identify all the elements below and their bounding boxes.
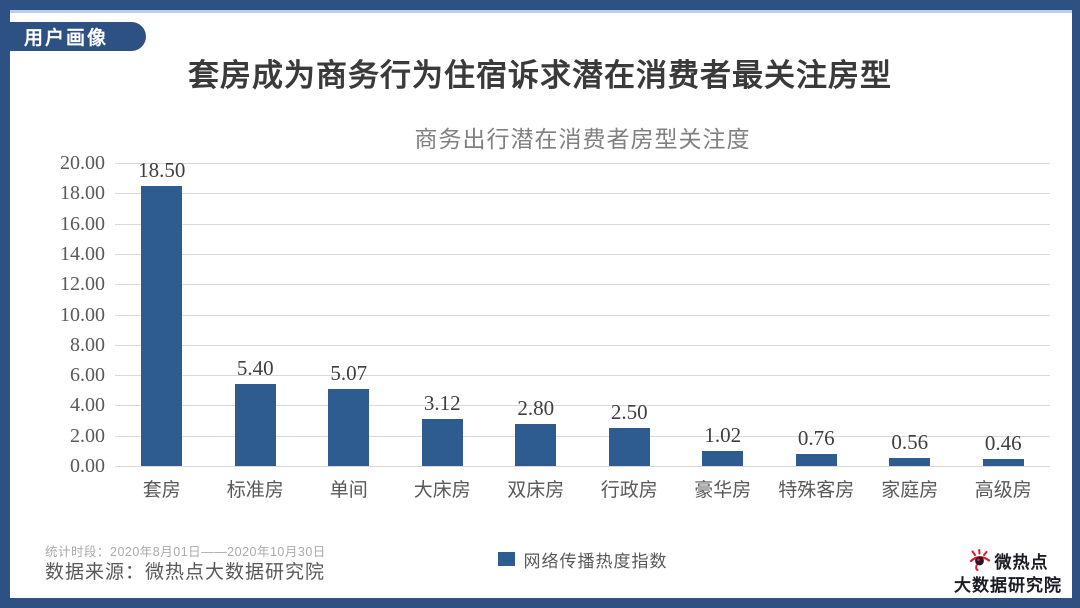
x-axis-label: 高级房 [974,480,1032,501]
section-tag: 用户画像 [0,22,146,51]
y-gridline [115,253,1050,255]
x-axis-label: 大床房 [413,480,471,501]
y-axis-tick-label: 6.00 [70,364,105,387]
bar-value-label: 0.76 [797,426,835,451]
y-gridline [115,163,1050,164]
chart-legend: 网络传播热度指数 [115,549,1050,571]
stats-period-note: 统计时段：2020年8月01日——2020年10月30日 [45,545,326,559]
y-gridline [115,375,1050,377]
bar [608,428,650,466]
bar [515,423,557,466]
section-tag-label: 用户画像 [24,28,109,49]
bar-value-label: 18.50 [138,157,186,182]
bar [421,418,463,466]
bar [141,185,183,466]
bar-value-label: 3.12 [423,390,461,415]
y-gridline [115,223,1050,225]
y-axis-tick-label: 4.00 [70,394,105,417]
y-axis-tick-label: 18.00 [60,182,105,205]
bar-value-label: 2.80 [517,395,555,420]
y-gridline [115,314,1050,316]
y-axis-tick-label: 20.00 [60,152,105,174]
x-axis-label: 家庭房 [881,480,939,501]
bar-value-label: 0.56 [891,429,929,454]
y-gridline [115,405,1050,407]
frame-top-bar [0,0,1080,10]
y-gridline [115,435,1050,437]
bar [889,457,931,466]
x-axis-label: 行政房 [600,480,658,501]
bar-value-label: 2.50 [610,400,648,425]
frame-right-bar [1072,0,1080,608]
brand-name: 微热点 [994,552,1049,572]
brand-logo: 微热点 大数据研究院 [954,549,1062,596]
y-gridline [115,284,1050,286]
bar [982,459,1024,466]
bar [234,384,276,466]
legend-label: 网络传播热度指数 [523,551,668,571]
chart-title: 商务出行潜在消费者房型关注度 [414,126,751,152]
legend-swatch-icon [497,552,515,566]
y-axis-tick-label: 16.00 [60,212,105,235]
y-gridline [115,193,1050,195]
frame-bottom-bar [0,598,1080,608]
y-gridline [115,344,1050,346]
x-axis-label: 双床房 [507,480,565,501]
y-gridline [115,466,1050,467]
brand-logo-line1: 微热点 [968,549,1049,576]
bar-value-label: 5.07 [330,361,368,386]
bar [702,450,744,466]
brand-subname: 大数据研究院 [954,576,1062,596]
x-axis-label: 豪华房 [694,480,752,501]
weibo-eye-icon [968,549,992,576]
bar-value-label: 1.02 [704,422,742,447]
x-axis-label: 特殊客房 [778,480,855,501]
y-axis-tick-label: 2.00 [70,424,105,447]
bar [328,389,370,466]
x-axis-label: 套房 [142,480,181,501]
y-axis-tick-label: 14.00 [60,242,105,265]
y-axis-tick-label: 0.00 [70,455,105,477]
data-source-note: 数据来源：微热点大数据研究院 [45,562,326,583]
y-axis-tick-label: 12.00 [60,273,105,296]
y-axis-tick-label: 10.00 [60,303,105,326]
frame-left-bar [0,0,10,608]
bar-value-label: 0.46 [984,431,1022,456]
frame-accent-line [0,10,1080,13]
x-axis-label: 标准房 [226,480,284,501]
bar-value-label: 5.40 [236,356,274,381]
page-title: 套房成为商务行为住宿诉求潜在消费者最关注房型 [188,58,892,93]
bar [795,454,837,466]
x-axis-label: 单间 [329,480,368,501]
y-axis-tick-label: 8.00 [70,333,105,356]
